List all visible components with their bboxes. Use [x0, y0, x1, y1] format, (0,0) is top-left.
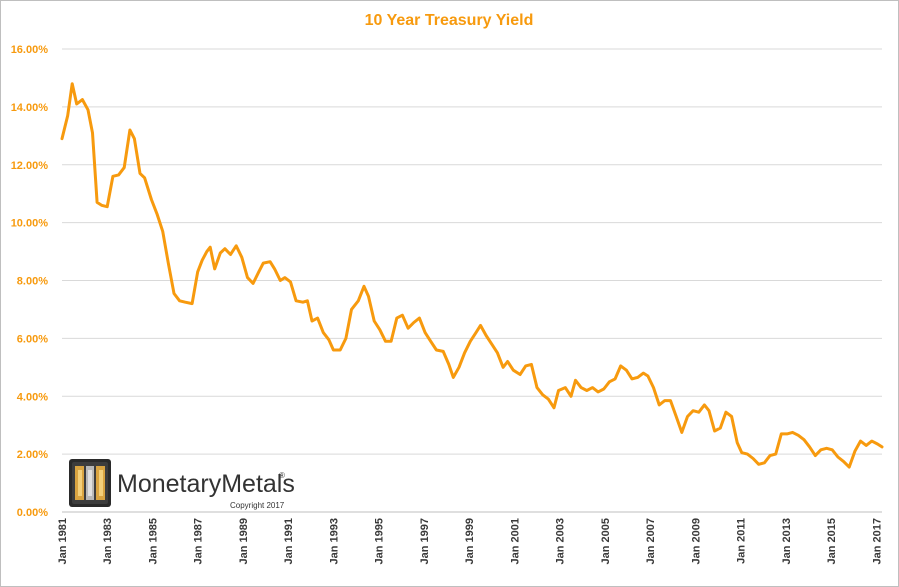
- y-tick-label: 16.00%: [11, 44, 49, 56]
- series-line: [60, 82, 884, 469]
- logo-copyright: Copyright 2017: [230, 501, 285, 510]
- logo-emblem-icon: [69, 459, 111, 507]
- x-tick-label: Jan 2001: [509, 518, 521, 564]
- x-tick-label: Jan 2017: [871, 518, 883, 564]
- chart-title: 10 Year Treasury Yield: [365, 12, 534, 29]
- x-tick-label: Jan 1983: [102, 518, 114, 564]
- monetary-metals-logo: MonetaryMetals ® Copyright 2017: [69, 459, 295, 510]
- x-tick-label: Jan 2011: [736, 518, 748, 564]
- x-tick-label: Jan 2009: [690, 518, 702, 564]
- x-tick-label: Jan 1999: [464, 518, 476, 564]
- x-axis-ticks: Jan 1981 Jan 1983 Jan 1985 Jan 1987 Jan 1989…: [57, 518, 883, 564]
- y-tick-label: 10.00%: [11, 218, 49, 230]
- x-tick-label: Jan 1995: [374, 518, 386, 564]
- y-tick-label: 2.00%: [17, 449, 48, 461]
- logo-wordmark: MonetaryMetals: [117, 470, 295, 498]
- x-tick-label: Jan 1993: [328, 518, 340, 564]
- y-axis-ticks: 0.00% 2.00% 4.00% 6.00% 8.00% 10.00% 12.00% 14.…: [11, 44, 49, 519]
- x-tick-label: Jan 2013: [781, 518, 793, 564]
- y-tick-label: 8.00%: [17, 276, 48, 288]
- y-tick-label: 0.00%: [17, 507, 48, 519]
- x-tick-label: Jan 1991: [283, 518, 295, 564]
- x-tick-label: Jan 2007: [645, 518, 657, 564]
- logo-registered-mark: ®: [279, 471, 285, 480]
- series-layer: [60, 82, 884, 469]
- x-tick-label: Jan 1981: [57, 518, 69, 564]
- y-tick-label: 12.00%: [11, 160, 49, 172]
- x-tick-label: Jan 1987: [193, 518, 205, 564]
- x-tick-label: Jan 1997: [419, 518, 431, 564]
- grid: [62, 48, 882, 513]
- x-tick-label: Jan 2015: [826, 518, 838, 564]
- x-tick-label: Jan 1985: [147, 518, 159, 564]
- x-tick-label: Jan 2005: [600, 518, 612, 564]
- y-tick-label: 6.00%: [17, 333, 48, 345]
- y-tick-label: 4.00%: [17, 391, 48, 403]
- x-tick-label: Jan 2003: [555, 518, 567, 564]
- x-tick-label: Jan 1989: [238, 518, 250, 564]
- y-tick-label: 14.00%: [11, 102, 49, 114]
